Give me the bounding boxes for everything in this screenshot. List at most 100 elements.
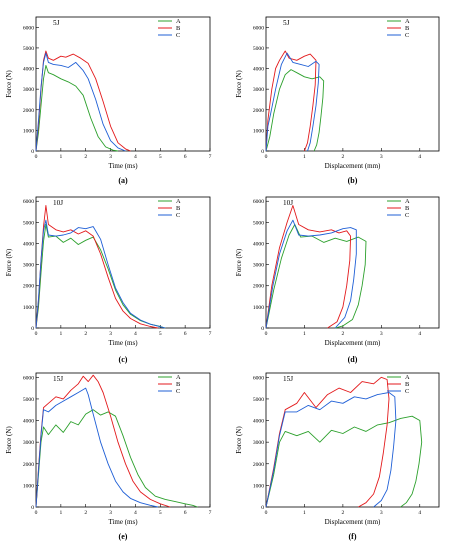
x-axis-label: Displacement (mm) xyxy=(325,339,381,347)
y-tick-label: 5000 xyxy=(23,220,34,226)
y-tick-label: 2000 xyxy=(253,108,264,114)
x-tick-label: 1 xyxy=(303,510,306,516)
x-tick-label: 7 xyxy=(209,331,212,337)
legend-label: A xyxy=(405,374,410,381)
y-tick-label: 2000 xyxy=(253,284,264,290)
y-tick-label: 0 xyxy=(31,149,34,155)
y-tick-label: 4000 xyxy=(253,67,264,73)
series-line-A xyxy=(35,409,198,508)
plot-frame xyxy=(265,372,440,508)
legend-label: A xyxy=(405,18,410,25)
x-tick-label: 5 xyxy=(159,331,162,337)
legend-label: C xyxy=(176,212,180,219)
x-tick-label: 0 xyxy=(35,154,38,160)
series-line-C xyxy=(265,392,397,508)
x-tick-label: 6 xyxy=(184,331,187,337)
x-tick-label: 6 xyxy=(184,510,187,516)
x-axis-label: Displacement (mm) xyxy=(325,518,381,526)
y-tick-label: 4000 xyxy=(23,241,34,247)
panel-title: 10J xyxy=(283,199,293,207)
x-tick-label: 0 xyxy=(35,331,38,337)
x-tick-label: 1 xyxy=(303,331,306,337)
x-tick-label: 3 xyxy=(109,510,112,516)
y-tick-label: 2000 xyxy=(23,462,34,468)
y-tick-label: 5000 xyxy=(253,397,264,403)
x-tick-label: 4 xyxy=(418,510,421,516)
chart-panel-a: 0 1 2 3 4 5 6 7 0 1000 2000 3000 4000 5000 6000 5J ABC Ti… xyxy=(5,16,212,185)
x-tick-label: 3 xyxy=(380,510,383,516)
panel-title: 15J xyxy=(283,375,293,383)
panel-title: 15J xyxy=(53,375,63,383)
x-tick-label: 4 xyxy=(418,331,421,337)
x-tick-label: 1 xyxy=(59,154,62,160)
series-line-C xyxy=(35,387,158,508)
legend-label: B xyxy=(176,381,180,388)
x-tick-label: 4 xyxy=(134,154,137,160)
y-tick-label: 0 xyxy=(31,505,34,511)
x-tick-label: 2 xyxy=(341,510,344,516)
plot-frame xyxy=(265,16,440,152)
y-tick-label: 2000 xyxy=(23,284,34,290)
legend-label: B xyxy=(176,205,180,212)
y-tick-label: 4000 xyxy=(253,419,264,425)
chart-panel-c: 0 1 2 3 4 5 6 7 0 1000 2000 3000 4000 5000 6000 10J ABC T… xyxy=(5,196,212,364)
series-line-C xyxy=(35,52,126,152)
y-tick-label: 5000 xyxy=(253,46,264,52)
panel-caption: (b) xyxy=(348,176,358,185)
legend-label: C xyxy=(405,212,409,219)
y-tick-label: 6000 xyxy=(23,199,34,205)
series-line-B xyxy=(35,374,171,508)
y-tick-label: 1000 xyxy=(253,305,264,311)
y-tick-label: 6000 xyxy=(23,25,34,31)
plot-frame xyxy=(35,372,211,508)
panel-title: 5J xyxy=(283,19,290,27)
legend-label: A xyxy=(405,198,410,205)
x-axis-label: Time (ms) xyxy=(108,339,138,347)
chart-panel-f: 0 1 2 3 4 0 1000 2000 3000 4000 5000 6000 15J ABC Disp… xyxy=(235,372,440,541)
x-tick-label: 1 xyxy=(59,510,62,516)
series-line-A xyxy=(265,415,423,508)
legend-label: A xyxy=(176,374,181,381)
y-tick-label: 4000 xyxy=(23,67,34,73)
series-line-B xyxy=(265,50,317,152)
y-axis-label: Force (N) xyxy=(235,248,243,276)
y-tick-label: 6000 xyxy=(253,25,264,31)
y-tick-label: 3000 xyxy=(23,87,34,93)
y-tick-label: 4000 xyxy=(23,419,34,425)
y-tick-label: 3000 xyxy=(253,87,264,93)
legend-label: A xyxy=(176,198,181,205)
series-line-A xyxy=(35,224,166,329)
y-tick-label: 6000 xyxy=(253,199,264,205)
x-tick-label: 5 xyxy=(159,154,162,160)
x-tick-label: 0 xyxy=(265,154,268,160)
y-tick-label: 5000 xyxy=(23,46,34,52)
y-tick-label: 1000 xyxy=(23,305,34,311)
legend-label: C xyxy=(405,32,409,39)
y-tick-label: 4000 xyxy=(253,241,264,247)
x-tick-label: 7 xyxy=(209,510,212,516)
series-line-B xyxy=(265,205,352,329)
y-tick-label: 0 xyxy=(261,149,264,155)
y-tick-label: 5000 xyxy=(253,220,264,226)
y-tick-label: 5000 xyxy=(23,397,34,403)
x-tick-label: 3 xyxy=(109,331,112,337)
y-tick-label: 6000 xyxy=(253,375,264,381)
x-tick-label: 0 xyxy=(35,510,38,516)
series-line-A xyxy=(35,64,119,152)
plot-frame xyxy=(35,16,211,152)
series-line-B xyxy=(35,205,158,329)
panel-caption: (f) xyxy=(349,532,357,541)
y-tick-label: 6000 xyxy=(23,375,34,381)
panel-caption: (c) xyxy=(119,355,128,364)
x-tick-label: 3 xyxy=(380,331,383,337)
y-tick-label: 1000 xyxy=(253,128,264,134)
series-line-C xyxy=(265,219,357,329)
x-tick-label: 2 xyxy=(341,331,344,337)
legend-label: A xyxy=(176,18,181,25)
x-tick-label: 2 xyxy=(84,510,87,516)
x-tick-label: 7 xyxy=(209,154,212,160)
legend-label: C xyxy=(405,388,409,395)
plot-frame xyxy=(265,196,440,329)
chart-panel-d: 0 1 2 3 4 0 1000 2000 3000 4000 5000 6000 10J ABC Disp… xyxy=(235,196,440,364)
